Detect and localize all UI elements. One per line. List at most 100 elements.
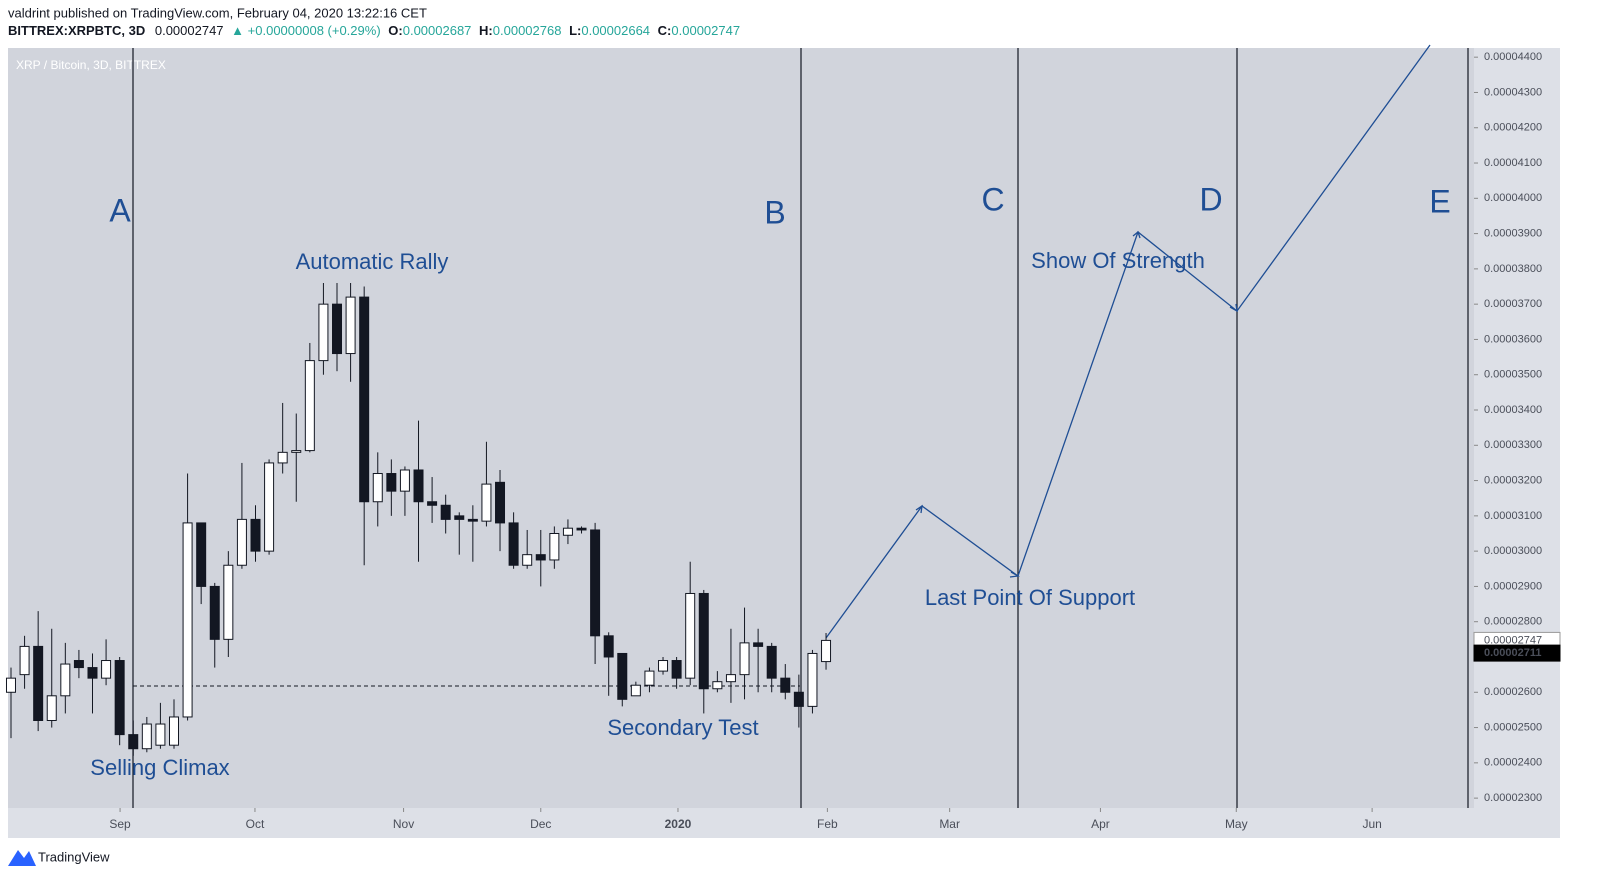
candle: [399, 466, 410, 516]
candle-body: [73, 660, 84, 669]
phase-label: B: [764, 194, 785, 230]
ohlc-value: 0.00002747: [671, 23, 740, 38]
candle: [535, 529, 546, 587]
x-tick-label: Jun: [1362, 817, 1381, 831]
candle-body: [114, 660, 125, 736]
candle-body: [454, 515, 465, 520]
candle: [250, 505, 261, 562]
candle-body: [495, 481, 506, 524]
candle-body: [712, 681, 723, 690]
candle-body: [753, 642, 764, 647]
symbol-line: BITTREX:XRPBTC, 3D 0.00002747 ▲ +0.00000…: [8, 23, 740, 38]
price-tag: [1473, 644, 1561, 662]
candle: [698, 589, 709, 714]
candle: [345, 282, 356, 382]
candle-body: [508, 522, 519, 566]
candle-body: [739, 642, 750, 676]
candle-body: [644, 670, 655, 686]
candle-body: [101, 660, 112, 679]
annotation: Show Of Strength: [1031, 248, 1205, 273]
candle-body: [372, 473, 383, 503]
candle-body: [141, 723, 152, 750]
candle: [182, 473, 193, 721]
price-tag-label: 0.00002711: [1484, 647, 1542, 659]
candle: [766, 642, 777, 693]
candle-body: [807, 652, 818, 707]
candle: [413, 420, 424, 562]
candle: [793, 674, 804, 728]
candle: [291, 413, 302, 502]
candle-body: [630, 684, 641, 697]
x-tick-label: Sep: [109, 817, 131, 831]
candle-body: [128, 734, 139, 750]
candle-body: [277, 451, 288, 464]
candle-body: [87, 667, 98, 679]
candle-body: [291, 450, 302, 453]
candle-body: [399, 469, 410, 492]
candle-body: [304, 360, 315, 452]
x-tick-label: Nov: [393, 817, 414, 831]
candle: [454, 512, 465, 555]
x-tick-label: May: [1225, 817, 1248, 831]
candle-body: [522, 554, 533, 566]
candle: [658, 656, 669, 675]
logo-icon: [8, 850, 36, 866]
candle-body: [264, 462, 275, 552]
candle-body: [345, 296, 356, 355]
candle: [495, 469, 506, 552]
ohlc-value: 0.00002664: [581, 23, 650, 38]
x-tick-label: Oct: [246, 817, 265, 831]
candle: [332, 282, 343, 372]
price-axis: [1474, 48, 1560, 838]
annotation: Selling Climax: [90, 755, 229, 780]
candle-body: [766, 645, 777, 679]
candle-body: [562, 527, 573, 536]
phase-label: A: [109, 192, 131, 228]
candle: [522, 529, 533, 569]
candle-body: [780, 677, 791, 693]
candle: [725, 628, 736, 703]
arrow-head: [1009, 571, 1021, 578]
candle: [60, 642, 71, 714]
price-tag-label: 0.00002747: [1484, 634, 1542, 646]
arrow-head: [1229, 303, 1238, 313]
candle: [576, 526, 587, 534]
plot-area: [8, 48, 1474, 808]
candle: [223, 551, 234, 657]
candle: [617, 652, 628, 707]
phase-label: E: [1429, 183, 1450, 219]
candle: [141, 716, 152, 753]
candle: [87, 653, 98, 714]
candle-body: [168, 716, 179, 746]
candle-body: [658, 660, 669, 672]
annotation: Secondary Test: [607, 715, 758, 740]
candle-body: [250, 518, 261, 552]
candle-body: [209, 585, 220, 640]
publisher: valdrint published on TradingView.com, F…: [8, 5, 427, 20]
y-tick-label: 0.00004400: [1484, 51, 1542, 63]
candle: [712, 671, 723, 693]
candle-body: [182, 522, 193, 718]
ohlc-label: H:: [479, 23, 493, 38]
candle-body: [467, 518, 478, 522]
candle: [386, 459, 397, 516]
ohlc-value: 0.00002687: [403, 23, 472, 38]
candle: [780, 664, 791, 700]
candle: [508, 512, 519, 569]
candle-body: [617, 652, 628, 700]
candle: [481, 441, 492, 527]
brand: TradingView: [38, 849, 110, 864]
candle: [644, 667, 655, 693]
candle: [128, 720, 139, 756]
y-tick-label: 0.00002500: [1484, 721, 1542, 733]
candle: [549, 526, 560, 569]
candle: [821, 632, 832, 670]
candle-body: [33, 645, 44, 721]
candle: [101, 639, 112, 686]
arrow-head: [1132, 230, 1141, 239]
candle-body: [549, 532, 560, 561]
candle: [155, 702, 166, 749]
candle-body: [196, 522, 207, 587]
tradingview-logo: TradingView: [8, 849, 110, 866]
